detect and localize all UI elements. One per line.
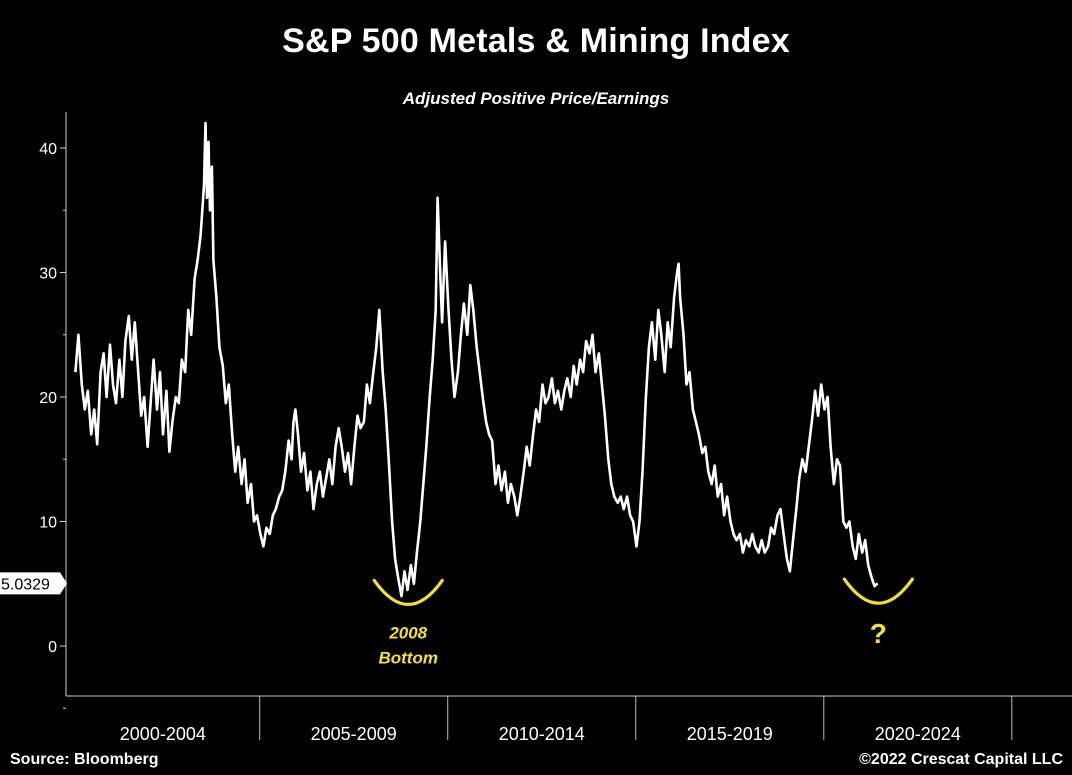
- current-bottom-arc: [842, 577, 914, 605]
- bottom-2008-annotation-line: 2008: [388, 623, 427, 642]
- last-value-label: 5.0329: [1, 576, 50, 593]
- x-category-label: 2000-2004: [120, 724, 206, 744]
- x-category-label: 2020-2024: [875, 724, 961, 744]
- copyright-label: ©2022 Crescat Capital LLC: [859, 751, 1063, 768]
- series-line: [74, 121, 879, 598]
- x-category-label: 2015-2019: [687, 724, 773, 744]
- chart-subtitle: Adjusted Positive Price/Earnings: [402, 89, 670, 108]
- bottom-2008-arc: [372, 578, 444, 606]
- last-value-tag: [0, 572, 67, 595]
- y-tick-label: 40: [39, 141, 57, 158]
- x-category-label: 2010-2014: [499, 724, 585, 744]
- y-tick-label: 30: [39, 266, 57, 283]
- y-tick-label: 10: [39, 515, 57, 532]
- annotations: 2008 Bottom?: [372, 577, 914, 667]
- y-tick-label: 0: [48, 639, 57, 656]
- y-axis-ticks: 0 10 20 30 40: [39, 141, 66, 709]
- last-value-marker: 5.0329: [0, 572, 67, 595]
- question-mark-annotation: ?: [870, 618, 887, 649]
- source-label: Source: Bloomberg: [10, 751, 159, 768]
- x-category-label: 2005-2009: [311, 724, 397, 744]
- chart-title: S&P 500 Metals & Mining Index: [282, 22, 790, 60]
- series-layer: [74, 121, 879, 598]
- bottom-2008-annotation-line: Bottom: [378, 648, 437, 667]
- axes: [65, 112, 1072, 697]
- x-axis-categories: 2000-2004 2005-2009 2010-2014 2015-2019 2020…: [120, 696, 1013, 744]
- y-tick-label: 20: [39, 390, 57, 407]
